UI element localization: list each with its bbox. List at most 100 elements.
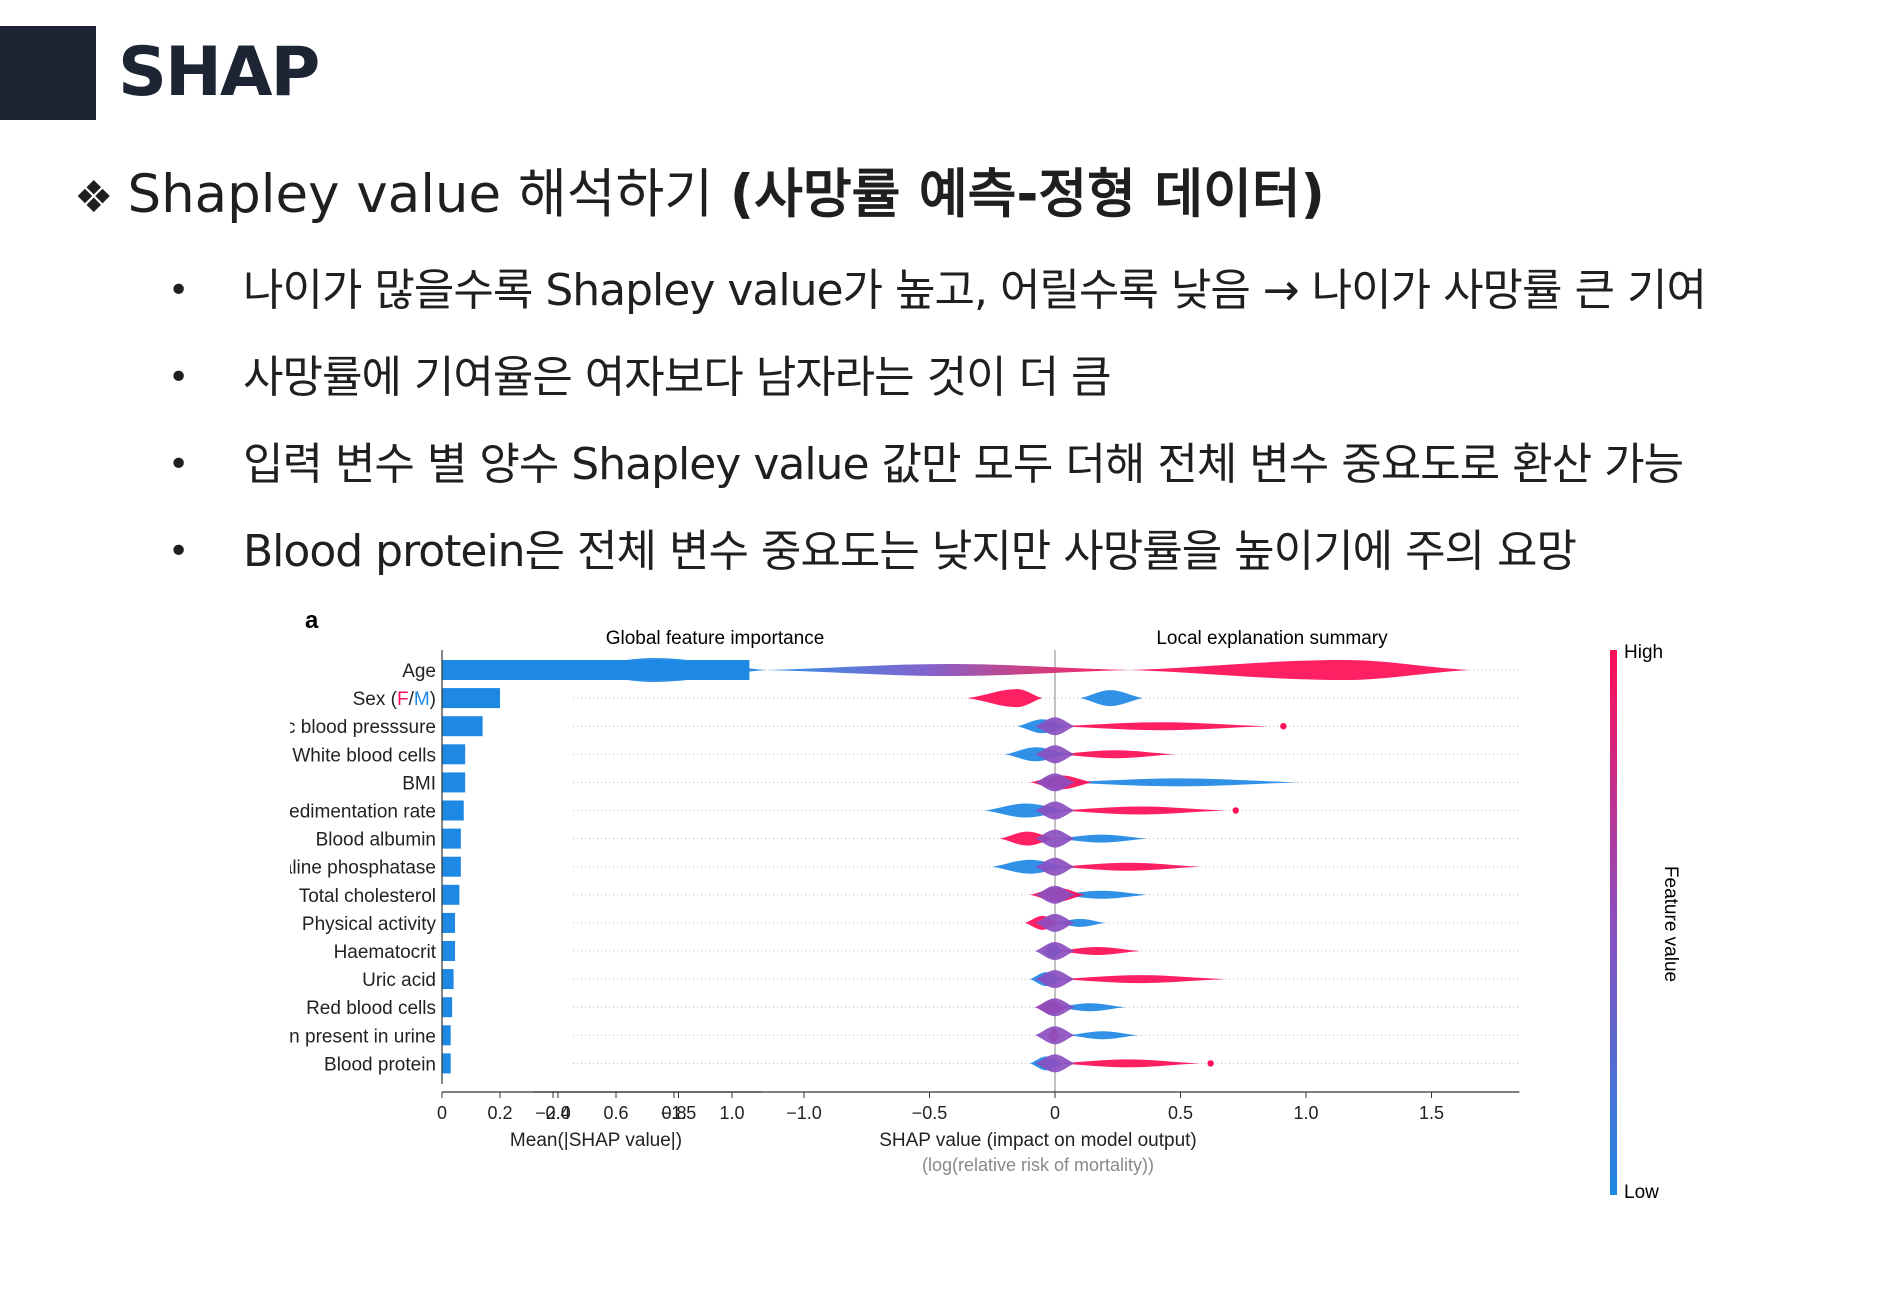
importance-bar [442,997,453,1018]
swarm-center [1034,998,1076,1017]
importance-bar [442,1025,451,1046]
right-x-tick-label: −1.5 [661,1103,697,1123]
global-importance-panel: Age Sex (F/M) Systolic blood presssure Whit… [290,650,761,1151]
swarm-center [1034,885,1076,904]
right-x-tick-label: 0.5 [1168,1103,1193,1123]
importance-bar [442,884,460,905]
bullet-list: 나이가 많을수록 Shapley value가 높고, 어릴수록 낮음 → 나이… [168,258,1707,606]
importance-bar [442,856,461,877]
swarm-mid [766,664,1131,676]
importance-bar [442,688,500,709]
swarm-center [1034,970,1076,989]
feature-label: Alkaline phosphatase [290,858,436,879]
swarm-outlier-point [1207,1060,1214,1067]
title-accent-block [0,26,96,120]
swarm-high-values [967,689,1043,708]
swarm-high-values [1055,1059,1201,1068]
feature-label: Blood protein [324,1054,436,1075]
colorbar-axis-label: Feature value [1660,866,1681,982]
feature-label: Systolic blood presssure [290,717,436,738]
swarm-low-values [565,658,767,682]
swarm-center [1034,773,1076,792]
right-x-tick-label: −0.5 [912,1103,948,1123]
right-chart-title: Local explanation summary [1156,628,1388,649]
bullet-item: 사망률에 기여율은 여자보다 남자라는 것이 더 큼 [168,345,1706,432]
feature-label: Physical activity [302,914,437,935]
swarm-center [1034,801,1076,820]
bullet-item: 입력 변수 별 양수 Shapley value 값만 모두 더해 전체 변수 … [168,432,1706,519]
swarm-center [1034,942,1076,960]
swarm-low-values [1067,1031,1138,1040]
swarm-low-values [1055,1003,1126,1012]
swarm-center [1034,913,1076,932]
feature-label-part-1: F [397,689,409,710]
swarm-high-values [1130,660,1470,680]
left-x-axis-label: Mean(|SHAP value|) [510,1130,682,1151]
importance-bar [442,969,454,990]
right-x-tick-label: 0 [1050,1103,1060,1123]
swarm-high-values [1055,862,1201,871]
swarm-center [1034,857,1076,876]
swarm-center [1034,829,1076,848]
right-x-axis-sublabel: (log(relative risk of mortality)) [922,1155,1154,1175]
diamond-bullet-icon: ❖ [74,172,114,223]
swarm-outlier-point [1280,723,1287,730]
swarm-center [1034,1026,1076,1045]
page-title: SHAP [118,33,320,112]
swarm-high-values [1055,750,1176,759]
subtitle-bold-text: (사망률 예측-정형 데이터) [729,164,1325,225]
feature-label: White blood cells [292,745,436,766]
swarm-high-values [1055,806,1226,815]
feature-label-part-3: M [414,689,430,710]
colorbar-gradient [1610,650,1617,1195]
swarm-outlier-point [1232,807,1239,814]
importance-bar [442,800,464,821]
feature-label: Total cholesterol [299,886,436,907]
right-x-tick-label: 1.5 [1419,1103,1444,1123]
swarm-low-values [1055,834,1148,843]
feature-label: Age [402,661,436,682]
swarm-high-values [999,831,1055,846]
swarm-high-values [1055,975,1226,984]
importance-bar [442,744,466,765]
feature-label: BMI [402,773,436,794]
colorbar-high-label: High [1624,642,1663,663]
left-x-tick-label: 0 [437,1103,447,1123]
slide-subtitle: ❖ Shapley value 해석하기 (사망률 예측-정형 데이터) [74,160,1325,233]
feature-label: Sedimentation rate [290,802,436,823]
feature-label: Red blood cells [306,998,436,1019]
feature-label: Sex (F/M) [353,689,436,710]
left-x-tick-label: 0.8 [661,1103,686,1123]
bullet-item: 나이가 많을수록 Shapley value가 높고, 어릴수록 낮음 → 나이… [168,258,1707,345]
panel-label: a [305,612,319,634]
bullet-item: Blood protein은 전체 변수 중요도는 낮지만 사망률을 높이기에 … [168,519,1706,606]
colorbar: High Low Feature value [1610,642,1681,1203]
shap-figure: a Global feature importance Local explan… [290,612,1681,1203]
swarm-low-values [1055,890,1148,899]
importance-bar [442,772,466,793]
swarm-high-values [1055,722,1269,731]
importance-bar [442,912,456,933]
beeswarm-panel: −2.0 −1.5 −1.0 −0.5 0 0.5 1.0 1.5 SHAP value (im… [533,650,1520,1175]
left-x-tick-label: 1.0 [719,1103,744,1123]
feature-label: Albumin present in urine [290,1026,436,1047]
swarm-center [1034,717,1076,736]
feature-label-part-0: Sex ( [353,689,398,710]
feature-label-part-4: ) [430,689,436,710]
importance-bar [442,828,461,849]
left-x-tick-label: 0.2 [487,1103,512,1123]
subtitle-text: Shapley value 해석하기 [127,164,714,225]
right-x-axis-label: SHAP value (impact on model output) [879,1130,1197,1151]
swarm-center [1034,745,1076,764]
importance-bar [442,1053,451,1074]
swarm-low-values [1055,778,1301,787]
right-x-tick-label: 1.0 [1293,1103,1318,1123]
colorbar-low-label: Low [1624,1182,1659,1203]
left-x-tick-label: 0.4 [545,1103,570,1123]
importance-bar [442,716,483,737]
swarm-center [1034,1054,1076,1073]
swarm-high-values [1055,947,1141,955]
right-x-tick-label: −2.0 [535,1103,571,1123]
importance-bar [442,941,456,961]
feature-label: Blood albumin [316,830,436,851]
